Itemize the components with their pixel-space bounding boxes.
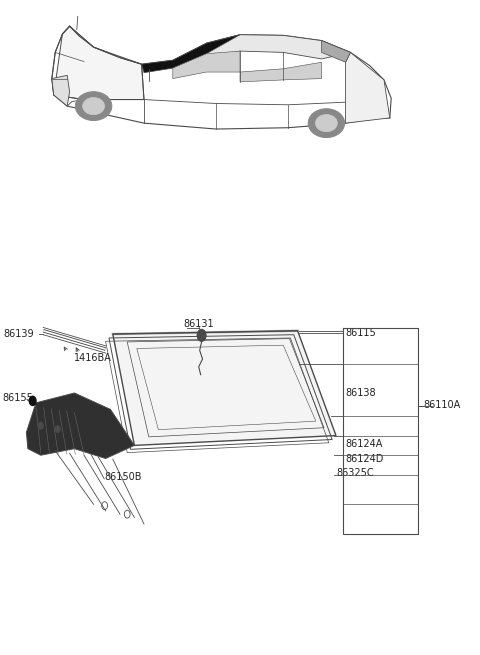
Ellipse shape bbox=[308, 109, 345, 138]
Text: 1416BA: 1416BA bbox=[74, 352, 112, 363]
Text: 86110A: 86110A bbox=[424, 400, 461, 410]
Polygon shape bbox=[322, 41, 350, 62]
Text: 86115: 86115 bbox=[346, 328, 376, 338]
Ellipse shape bbox=[83, 98, 105, 115]
Ellipse shape bbox=[75, 92, 112, 121]
Circle shape bbox=[38, 422, 43, 429]
Polygon shape bbox=[346, 52, 390, 123]
Polygon shape bbox=[54, 26, 144, 100]
Text: 86325C: 86325C bbox=[336, 468, 373, 478]
Circle shape bbox=[197, 329, 206, 341]
Text: 86150B: 86150B bbox=[105, 472, 142, 482]
Text: 86131: 86131 bbox=[183, 319, 214, 329]
Polygon shape bbox=[142, 35, 240, 73]
Polygon shape bbox=[240, 62, 322, 82]
Polygon shape bbox=[173, 51, 240, 79]
Text: 86155: 86155 bbox=[2, 393, 33, 403]
Polygon shape bbox=[113, 331, 336, 445]
Polygon shape bbox=[206, 35, 350, 59]
Text: 86138: 86138 bbox=[346, 388, 376, 398]
Text: 86139: 86139 bbox=[4, 329, 35, 339]
Text: 86124A: 86124A bbox=[346, 439, 383, 449]
Circle shape bbox=[55, 426, 60, 432]
Polygon shape bbox=[26, 393, 134, 458]
Ellipse shape bbox=[315, 115, 337, 132]
Circle shape bbox=[29, 396, 36, 405]
Polygon shape bbox=[52, 75, 70, 106]
Text: 86124D: 86124D bbox=[346, 453, 384, 464]
